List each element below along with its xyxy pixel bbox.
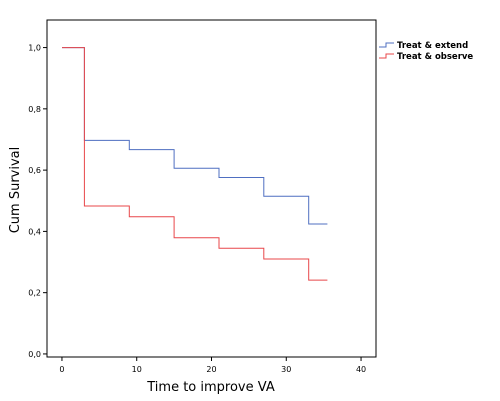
series-line-treat-observe (62, 47, 328, 281)
legend-swatch (379, 42, 394, 48)
x-tick-label: 20 (206, 365, 216, 374)
x-tick-label: 40 (356, 365, 366, 374)
y-tick-label: 0,8 (28, 105, 41, 114)
y-tick-label: 0,4 (28, 227, 41, 236)
y-tick-label: 1,0 (28, 44, 41, 53)
legend-swatch (379, 53, 394, 59)
y-tick-label: 0,6 (28, 166, 41, 175)
series-line-treat-extend (62, 47, 328, 225)
x-tick-label: 30 (281, 365, 291, 374)
plot-frame (46, 19, 377, 358)
legend-label: Treat & extend (397, 41, 468, 51)
y-tick-label: 0,2 (28, 289, 41, 298)
y-tick-label: 0,0 (28, 350, 41, 359)
x-tick-label: 0 (59, 365, 64, 374)
x-axis-title: Time to improve VA (146, 380, 275, 395)
x-axis: 0 10 20 30 40 (59, 357, 366, 374)
legend-label: Treat & observe (397, 52, 473, 62)
series-layer (62, 47, 328, 281)
y-axis-title: Cum Survival (8, 147, 23, 234)
y-axis: 0,0 0,2 0,4 0,6 0,8 1,0 (28, 44, 47, 359)
x-tick-label: 10 (132, 365, 142, 374)
